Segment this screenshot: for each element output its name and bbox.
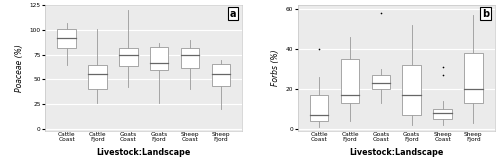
Bar	[58, 29, 76, 48]
Bar	[464, 53, 482, 103]
Text: b: b	[482, 9, 489, 19]
Bar	[150, 47, 169, 70]
Y-axis label: Poaceae (%): Poaceae (%)	[15, 44, 24, 92]
Bar	[341, 59, 359, 103]
Bar	[212, 64, 230, 86]
Bar	[88, 65, 106, 89]
X-axis label: Livestock:Landscape: Livestock:Landscape	[96, 148, 191, 157]
Bar	[402, 65, 421, 115]
X-axis label: Livestock:Landscape: Livestock:Landscape	[349, 148, 444, 157]
Text: a: a	[230, 9, 236, 19]
Bar	[310, 95, 328, 121]
Bar	[372, 75, 390, 89]
Bar	[434, 109, 452, 119]
Bar	[180, 48, 199, 68]
Bar	[119, 48, 138, 66]
Y-axis label: Forbs (%): Forbs (%)	[272, 50, 280, 86]
